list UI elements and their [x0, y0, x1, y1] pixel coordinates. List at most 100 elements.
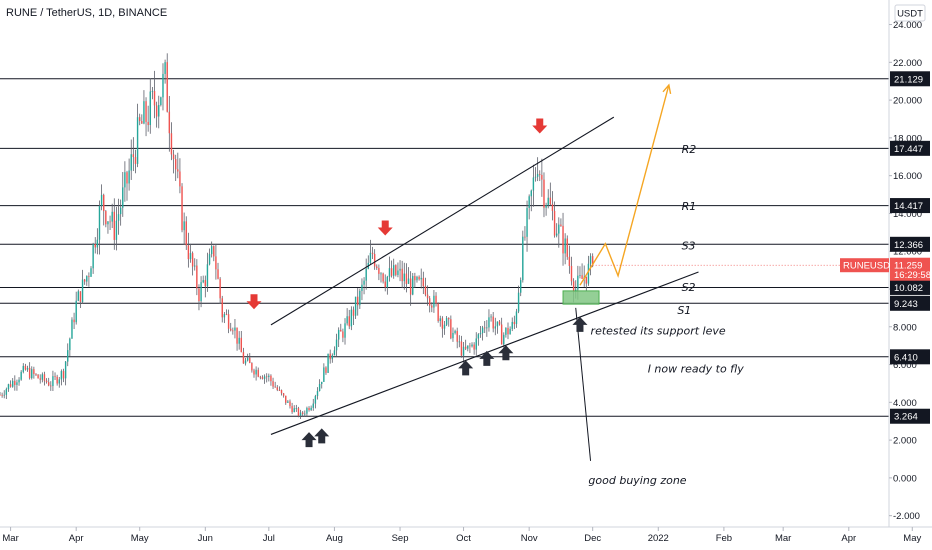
- candle-body: [149, 91, 151, 126]
- candle: [86, 275, 88, 286]
- candle: [117, 198, 120, 235]
- candle: [486, 320, 488, 337]
- candle-body: [295, 408, 298, 409]
- candle: [246, 353, 249, 362]
- candle: [223, 311, 226, 324]
- candle: [321, 381, 323, 389]
- candle: [67, 343, 69, 367]
- level-price-text: 12.366: [894, 240, 923, 251]
- candle-body: [452, 332, 454, 339]
- up-arrow: [458, 360, 474, 376]
- candle-body: [513, 321, 516, 325]
- candle: [62, 368, 65, 383]
- candle: [331, 353, 334, 363]
- candle-body: [373, 253, 376, 267]
- candle: [272, 377, 274, 390]
- y-tick-label: -2.000: [893, 511, 920, 522]
- candle-body: [392, 265, 395, 276]
- candle-body: [62, 371, 65, 379]
- candle: [54, 372, 56, 381]
- candle: [399, 260, 401, 282]
- candle-body: [16, 382, 18, 385]
- candle: [276, 385, 278, 392]
- candle-body: [285, 395, 287, 403]
- x-tick-label: Sep: [392, 533, 409, 544]
- time-scale[interactable]: Mar Apr May Jun Jul Aug Sep Oct Nov Dec 2022 Feb Mar…: [2, 527, 922, 544]
- forecast-path: [579, 84, 670, 286]
- candle: [105, 210, 107, 228]
- candle: [390, 260, 393, 278]
- candle: [202, 275, 204, 284]
- candle-body: [494, 326, 497, 329]
- candle: [230, 322, 232, 332]
- candle-body: [357, 296, 359, 306]
- candle: [58, 376, 60, 388]
- candle-body: [67, 350, 69, 362]
- candle-body: [3, 394, 5, 396]
- candle-body: [329, 353, 331, 360]
- candle-body: [177, 169, 179, 172]
- candle: [153, 70, 156, 119]
- candle: [384, 274, 386, 292]
- candle: [299, 409, 302, 420]
- candle-body: [346, 316, 348, 324]
- candle: [28, 362, 31, 380]
- candle: [547, 189, 549, 209]
- candle-body: [376, 266, 378, 268]
- price-scale[interactable]: 24.000 22.000 20.000 18.000 16.000 14.000 12.0…: [889, 20, 922, 522]
- candle-body: [318, 383, 321, 391]
- candle-body: [479, 332, 482, 335]
- candle-body: [572, 281, 575, 293]
- level-price-text: 3.264: [894, 412, 918, 423]
- candle-body: [496, 321, 499, 327]
- candle-body: [551, 204, 554, 211]
- candle: [435, 292, 437, 307]
- candle: [452, 327, 454, 342]
- candle: [581, 263, 583, 280]
- candle: [26, 365, 29, 372]
- down-arrow: [532, 118, 548, 134]
- candle-body: [158, 105, 160, 117]
- candle: [103, 193, 105, 226]
- candle: [100, 184, 103, 211]
- candle-body: [498, 321, 501, 325]
- candle: [456, 327, 458, 349]
- candle: [90, 266, 92, 277]
- candle-body: [477, 334, 480, 339]
- level-price-tag: [890, 408, 930, 424]
- candle: [369, 239, 372, 265]
- candle-body: [517, 292, 520, 312]
- candle-body: [73, 319, 75, 323]
- candle-body: [428, 298, 431, 306]
- candle: [549, 182, 552, 206]
- level-price-text: 10.082: [894, 283, 923, 294]
- annotation-text: retested its support leve: [591, 325, 726, 338]
- candle: [172, 149, 175, 174]
- currency-button[interactable]: [894, 4, 926, 22]
- candle-body: [79, 291, 82, 303]
- candle: [179, 158, 181, 194]
- candle: [498, 320, 501, 326]
- candle: [337, 327, 340, 348]
- candle: [519, 277, 522, 297]
- candle-body: [128, 170, 130, 184]
- candle: [357, 287, 359, 316]
- candle: [145, 97, 147, 137]
- candle-body: [107, 221, 109, 225]
- candle-body: [210, 246, 213, 255]
- candle-body: [9, 384, 12, 387]
- candle: [471, 342, 473, 348]
- candle-body: [388, 268, 391, 277]
- candle: [244, 357, 247, 366]
- candle-body: [361, 284, 363, 291]
- candle-body: [437, 303, 439, 321]
- candle: [342, 328, 344, 343]
- candle-body: [420, 277, 422, 280]
- candle: [388, 256, 391, 282]
- candle-body: [439, 318, 441, 321]
- candle: [92, 242, 94, 274]
- candle-body: [488, 317, 490, 328]
- candle-body: [308, 408, 310, 410]
- candle-body: [45, 380, 48, 383]
- candle: [488, 309, 490, 332]
